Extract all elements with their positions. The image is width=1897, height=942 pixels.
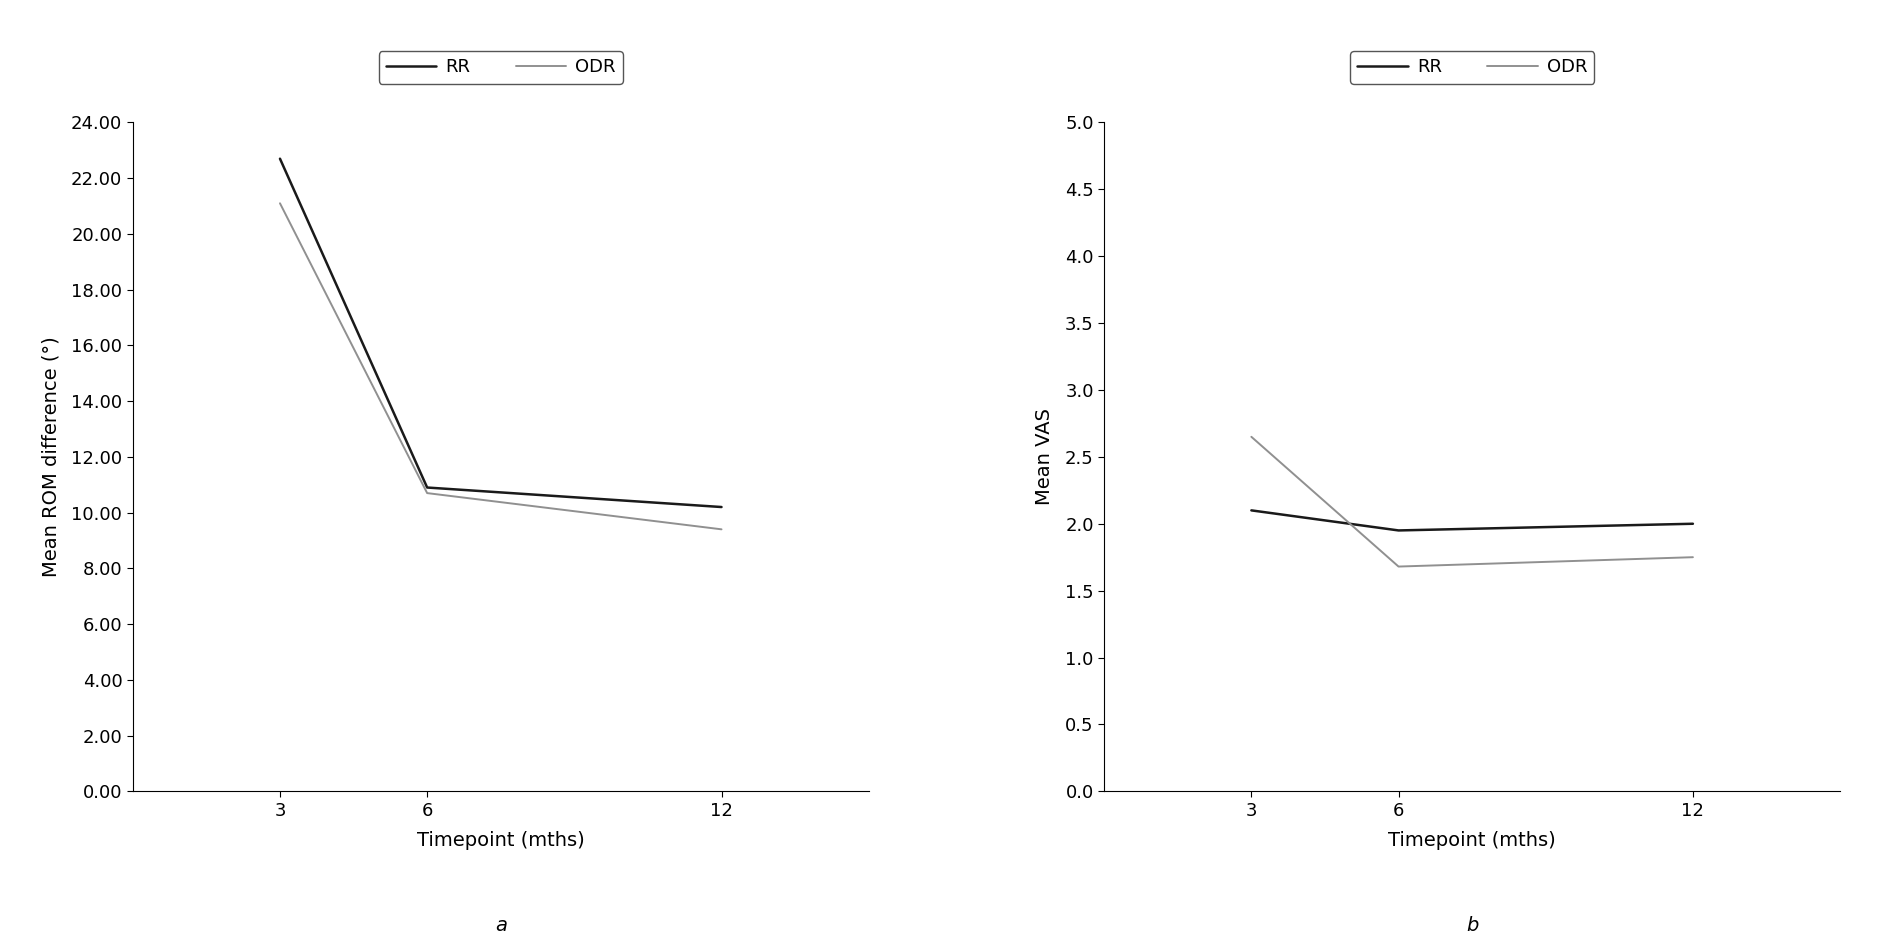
- X-axis label: Timepoint (mths): Timepoint (mths): [1389, 831, 1556, 850]
- Line: RR: RR: [281, 158, 721, 507]
- ODR: [1387, 560, 1409, 572]
- ODR: [1241, 431, 1263, 443]
- ODR: [1681, 551, 1704, 562]
- RR: [269, 153, 292, 164]
- Legend: RR, ODR: RR, ODR: [1351, 51, 1593, 84]
- X-axis label: Timepoint (mths): Timepoint (mths): [417, 831, 584, 850]
- Legend: RR, ODR: RR, ODR: [379, 51, 622, 84]
- ODR: [709, 524, 732, 535]
- Y-axis label: Mean VAS: Mean VAS: [1036, 409, 1055, 505]
- ODR: [269, 198, 292, 209]
- RR: [709, 501, 732, 512]
- RR: [1387, 525, 1409, 536]
- ODR: [415, 487, 438, 498]
- Line: ODR: ODR: [281, 203, 721, 529]
- Y-axis label: Mean ROM difference (°): Mean ROM difference (°): [42, 336, 61, 577]
- Text: b: b: [1466, 916, 1478, 934]
- Line: RR: RR: [1252, 511, 1692, 530]
- RR: [415, 482, 438, 494]
- RR: [1681, 518, 1704, 529]
- RR: [1241, 505, 1263, 516]
- Line: ODR: ODR: [1252, 437, 1692, 566]
- Text: a: a: [495, 916, 506, 934]
